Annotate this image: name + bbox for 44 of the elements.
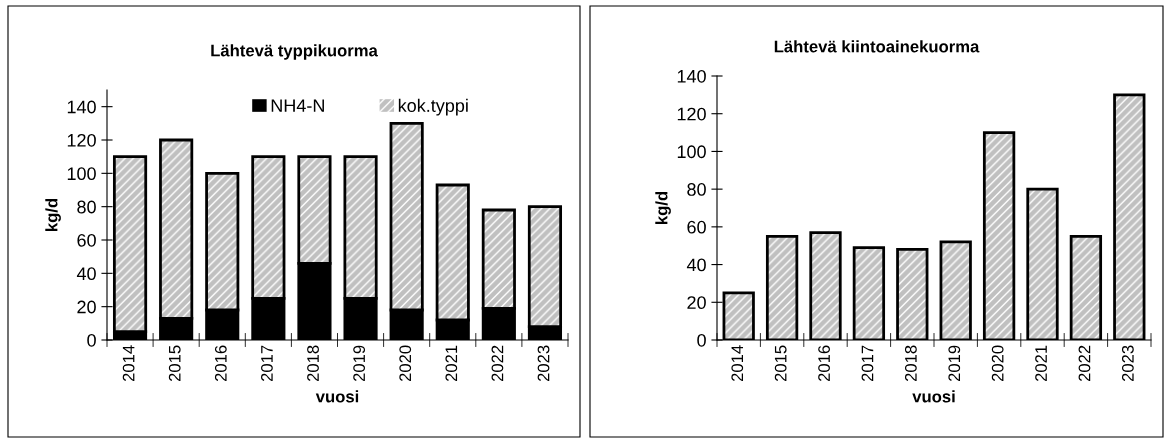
y-tick-label: 80 (77, 200, 96, 214)
y-axis-title: kg/d (655, 191, 671, 224)
x-tick-label: 2021 (1035, 345, 1047, 382)
y-tick-label: 0 (87, 333, 96, 347)
y-tick-label: 100 (677, 145, 706, 159)
y-tick-label: 140 (67, 100, 96, 114)
x-tick-label: 2016 (818, 345, 830, 382)
x-tick-label: 2022 (491, 345, 504, 382)
y-tick-label: 0 (697, 333, 706, 347)
x-tick-label: 2016 (214, 345, 227, 382)
x-axis-title: vuosi (315, 390, 359, 403)
x-tick-label: 2020 (399, 345, 412, 382)
x-tick-label: 2019 (948, 345, 961, 382)
y-tick-label: 80 (687, 183, 706, 196)
x-axis-title: vuosi (912, 390, 955, 403)
x-tick-label: 2023 (537, 345, 550, 382)
x-tick-label: 2017 (261, 345, 273, 382)
y-tick-label: 20 (77, 300, 96, 314)
y-tick-label: 20 (687, 296, 706, 310)
x-tick-label: 2015 (774, 345, 787, 382)
x-tick-label: 2018 (307, 345, 319, 382)
legend-label: kok.typpi (398, 98, 468, 116)
x-tick-label: 2014 (122, 345, 135, 382)
x-tick-label: 2014 (731, 345, 744, 382)
y-tick-label: 140 (677, 69, 706, 83)
x-tick-label: 2023 (1121, 345, 1134, 382)
y-tick-label: 120 (67, 133, 96, 147)
chart-title: Lähtevä typpikuorma (211, 44, 378, 60)
x-tick-label: 2020 (991, 345, 1004, 382)
y-tick-label: 40 (686, 258, 706, 272)
x-tick-label: 2017 (861, 345, 874, 382)
legend-label: NH4-N (271, 99, 324, 112)
x-tick-label: 2015 (168, 345, 181, 382)
chart-title: Lähtevä kiintoainekuorma (774, 40, 980, 53)
x-tick-label: 2019 (353, 345, 366, 382)
x-tick-label: 2018 (904, 345, 917, 382)
y-tick-label: 40 (76, 267, 96, 281)
y-tick-label: 60 (77, 233, 96, 247)
x-tick-label: 2021 (445, 345, 458, 382)
x-tick-label: 2022 (1078, 345, 1091, 382)
y-axis-title: kg/d (45, 198, 61, 231)
y-tick-label: 100 (67, 167, 96, 181)
y-tick-label: 120 (677, 107, 706, 121)
y-tick-label: 60 (687, 220, 706, 234)
